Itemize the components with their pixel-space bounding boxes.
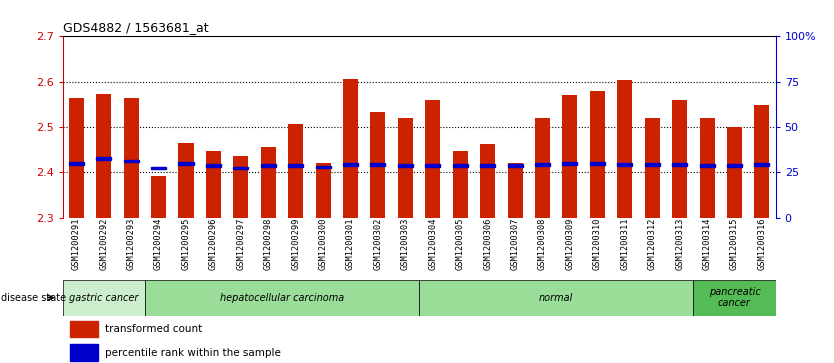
- Bar: [562, 95, 577, 218]
- Bar: [151, 176, 166, 218]
- Text: gastric cancer: gastric cancer: [69, 293, 138, 303]
- Text: GSM1200310: GSM1200310: [593, 218, 602, 270]
- Bar: [398, 118, 413, 218]
- Bar: [178, 162, 193, 165]
- Bar: [288, 124, 304, 218]
- Bar: [315, 163, 330, 218]
- Bar: [700, 118, 715, 218]
- Bar: [96, 94, 111, 218]
- Bar: [425, 164, 440, 167]
- Text: GSM1200293: GSM1200293: [127, 218, 136, 270]
- Bar: [590, 91, 605, 218]
- Text: disease state: disease state: [1, 293, 66, 303]
- Text: GDS4882 / 1563681_at: GDS4882 / 1563681_at: [63, 21, 208, 34]
- Bar: [420, 280, 693, 316]
- Text: GSM1200300: GSM1200300: [319, 218, 328, 270]
- Bar: [261, 147, 276, 218]
- Bar: [727, 164, 742, 167]
- Text: GSM1200295: GSM1200295: [182, 218, 190, 270]
- Text: GSM1200303: GSM1200303: [401, 218, 409, 270]
- Bar: [63, 280, 145, 316]
- Bar: [96, 158, 111, 160]
- Bar: [617, 163, 632, 166]
- Bar: [343, 163, 358, 166]
- Text: GSM1200292: GSM1200292: [99, 218, 108, 270]
- Bar: [508, 163, 523, 218]
- Bar: [70, 344, 98, 361]
- Bar: [700, 164, 715, 167]
- Text: GSM1200316: GSM1200316: [757, 218, 766, 270]
- Text: normal: normal: [539, 293, 574, 303]
- Bar: [535, 163, 550, 166]
- Bar: [234, 156, 249, 218]
- Text: GSM1200313: GSM1200313: [676, 218, 684, 270]
- Bar: [453, 151, 468, 218]
- Bar: [562, 162, 577, 165]
- Bar: [727, 127, 742, 218]
- Bar: [672, 163, 687, 166]
- Text: GSM1200314: GSM1200314: [702, 218, 711, 270]
- Text: GSM1200297: GSM1200297: [236, 218, 245, 270]
- Bar: [535, 118, 550, 218]
- Bar: [68, 98, 83, 218]
- Bar: [343, 79, 358, 218]
- Text: GSM1200305: GSM1200305: [455, 218, 465, 270]
- Text: GSM1200306: GSM1200306: [483, 218, 492, 270]
- Text: GSM1200298: GSM1200298: [264, 218, 273, 270]
- Text: GSM1200296: GSM1200296: [208, 218, 218, 270]
- Text: GSM1200315: GSM1200315: [730, 218, 739, 270]
- Bar: [370, 112, 385, 218]
- Bar: [480, 164, 495, 167]
- Bar: [453, 164, 468, 167]
- Bar: [206, 151, 221, 218]
- Bar: [178, 143, 193, 218]
- Bar: [206, 164, 221, 167]
- Bar: [261, 164, 276, 167]
- Text: GSM1200291: GSM1200291: [72, 218, 81, 270]
- Bar: [672, 100, 687, 218]
- Bar: [123, 98, 138, 218]
- Bar: [123, 160, 138, 163]
- Text: hepatocellular carcinoma: hepatocellular carcinoma: [220, 293, 344, 303]
- Bar: [645, 163, 660, 166]
- Text: transformed count: transformed count: [105, 324, 203, 334]
- Text: GSM1200312: GSM1200312: [648, 218, 656, 270]
- Text: GSM1200302: GSM1200302: [374, 218, 383, 270]
- Bar: [755, 163, 770, 166]
- Bar: [234, 167, 249, 169]
- Text: GSM1200309: GSM1200309: [565, 218, 575, 270]
- Bar: [590, 162, 605, 165]
- Bar: [480, 144, 495, 218]
- Text: GSM1200301: GSM1200301: [346, 218, 355, 270]
- Bar: [755, 105, 770, 218]
- Bar: [370, 163, 385, 166]
- Text: GSM1200307: GSM1200307: [510, 218, 520, 270]
- Text: GSM1200299: GSM1200299: [291, 218, 300, 270]
- Text: GSM1200311: GSM1200311: [620, 218, 630, 270]
- Bar: [68, 162, 83, 165]
- Bar: [693, 280, 776, 316]
- Bar: [315, 166, 330, 168]
- Bar: [508, 164, 523, 167]
- Bar: [70, 321, 98, 337]
- Text: GSM1200294: GSM1200294: [154, 218, 163, 270]
- Text: GSM1200308: GSM1200308: [538, 218, 547, 270]
- Text: pancreatic
cancer: pancreatic cancer: [709, 287, 761, 309]
- Bar: [145, 280, 420, 316]
- Bar: [398, 164, 413, 167]
- Text: GSM1200304: GSM1200304: [429, 218, 437, 270]
- Bar: [288, 164, 304, 167]
- Bar: [425, 100, 440, 218]
- Bar: [645, 118, 660, 218]
- Bar: [617, 80, 632, 218]
- Text: percentile rank within the sample: percentile rank within the sample: [105, 348, 281, 358]
- Bar: [151, 167, 166, 169]
